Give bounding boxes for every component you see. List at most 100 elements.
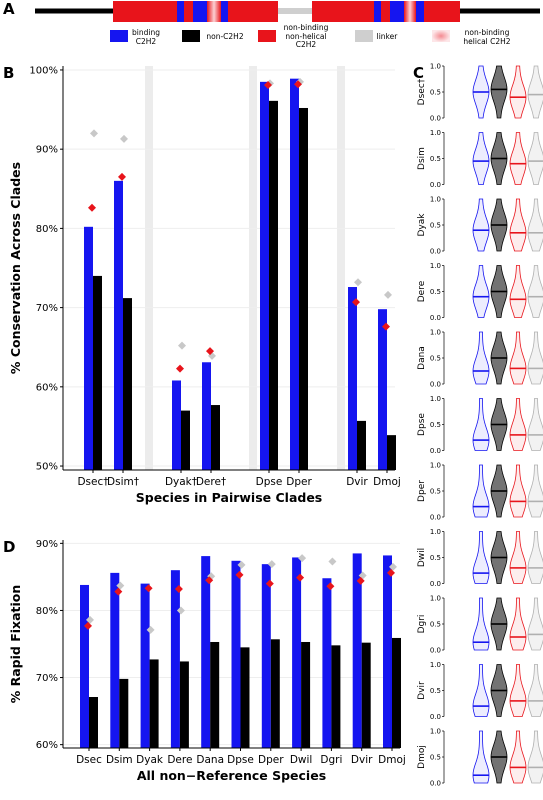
violin: [509, 265, 527, 318]
y-tick-label: 0.0: [430, 447, 441, 455]
diamond-marker: [328, 557, 337, 566]
diamond-marker: [354, 278, 362, 287]
diamond-marker: [352, 298, 360, 307]
y-tick-label: 0.5: [430, 754, 441, 762]
legend: [110, 30, 450, 42]
diamond-marker: [265, 579, 274, 588]
diamond-marker: [146, 625, 155, 634]
bar: [149, 659, 159, 748]
diamond-marker: [116, 581, 125, 590]
diamond-marker: [84, 621, 92, 630]
y-tick-label: 0.5: [430, 488, 441, 496]
x-tick-label: Dere†: [196, 476, 226, 488]
row-label: Dyak: [417, 213, 427, 237]
diamond-marker: [88, 203, 96, 212]
diamond-marker: [118, 172, 126, 181]
diamond-marker: [144, 584, 153, 593]
x-tick-label: Dsim: [106, 754, 133, 766]
y-tick-label: 1.0: [430, 129, 441, 137]
panel-label: B: [3, 64, 14, 82]
violin: [472, 198, 490, 252]
x-axis-title: Species in Pairwise Clades: [136, 490, 323, 505]
bar: [114, 180, 123, 471]
panel-label: D: [3, 538, 15, 556]
bar: [93, 275, 102, 470]
y-tick-label: 0.0: [430, 381, 441, 389]
y-tick-label: 0.0: [430, 181, 441, 189]
x-tick-label: Dper: [286, 476, 312, 488]
y-tick-label: 0.5: [430, 222, 441, 230]
x-tick-label: Dmoj: [373, 476, 401, 488]
y-tick-label: 0.5: [430, 421, 441, 429]
x-tick-label: Dvir: [346, 476, 368, 488]
violin: [509, 464, 527, 518]
y-tick-label: 60%: [36, 740, 58, 751]
violin: [472, 730, 490, 784]
y-tick-label: 0.5: [430, 89, 441, 97]
bar: [352, 553, 362, 748]
diamond-marker: [86, 615, 94, 624]
y-tick-label: 0.0: [430, 115, 441, 123]
bar: [210, 641, 220, 748]
y-tick-label: 0.5: [430, 621, 441, 629]
y-tick-label: 1.0: [430, 661, 441, 669]
bar: [261, 564, 271, 748]
y-tick-label: 0.5: [430, 288, 441, 296]
legend-label: linker: [376, 32, 398, 41]
bar: [181, 410, 190, 470]
y-tick-label: 100%: [29, 65, 58, 76]
diamond-marker: [120, 134, 128, 143]
violin: [509, 331, 527, 385]
y-tick-label: 50%: [36, 462, 58, 473]
violin: [472, 398, 490, 451]
diamond-marker: [174, 584, 183, 593]
bar: [123, 298, 132, 470]
violin: [527, 65, 543, 119]
bar: [331, 645, 341, 748]
bar: [231, 560, 241, 748]
y-tick-label: 80%: [36, 606, 58, 617]
group-separator: [249, 66, 257, 470]
diamond-marker: [326, 582, 335, 591]
violin: [527, 331, 543, 385]
x-tick-label: Dvir: [351, 754, 373, 766]
legend-swatch: [432, 30, 450, 42]
violin: [527, 198, 543, 252]
x-tick-label: Dwil: [290, 754, 313, 766]
diamond-marker: [114, 587, 123, 596]
legend-label: binding C2H2: [132, 28, 160, 46]
violin: [527, 664, 543, 717]
diamond-marker: [205, 576, 214, 585]
diamond-marker: [178, 341, 186, 350]
y-tick-label: 0.0: [430, 514, 441, 522]
diamond-marker: [294, 80, 302, 89]
legend-label: non-binding helical C2H2: [463, 28, 511, 46]
legend-swatch: [355, 30, 373, 42]
row-label: Dsec†: [417, 78, 427, 105]
bar: [383, 555, 392, 748]
y-axis-title: % Conservation Across Clades: [8, 162, 23, 374]
violin: [509, 398, 527, 451]
bar: [260, 81, 269, 470]
x-axis-title: All non−Reference Species: [137, 768, 326, 783]
bar: [240, 647, 250, 748]
panel-label: A: [3, 0, 15, 18]
y-tick-label: 1.0: [430, 528, 441, 536]
y-tick-label: 60%: [36, 382, 58, 393]
violin: [509, 531, 527, 584]
bar: [378, 309, 387, 470]
bar: [140, 583, 150, 748]
y-tick-label: 80%: [36, 224, 58, 235]
bar: [179, 661, 189, 748]
x-tick-label: Dere: [167, 754, 192, 766]
row-label: Dpse: [417, 413, 427, 436]
diamond-marker: [356, 576, 365, 585]
bar: [172, 380, 181, 470]
bar: [270, 639, 280, 748]
group-separator: [145, 66, 153, 470]
y-tick-label: 1.0: [430, 595, 441, 603]
diamond-marker: [382, 322, 390, 331]
domain-diagram: [35, 1, 540, 22]
y-tick-label: 1.0: [430, 395, 441, 403]
x-tick-label: Dper: [258, 754, 284, 766]
